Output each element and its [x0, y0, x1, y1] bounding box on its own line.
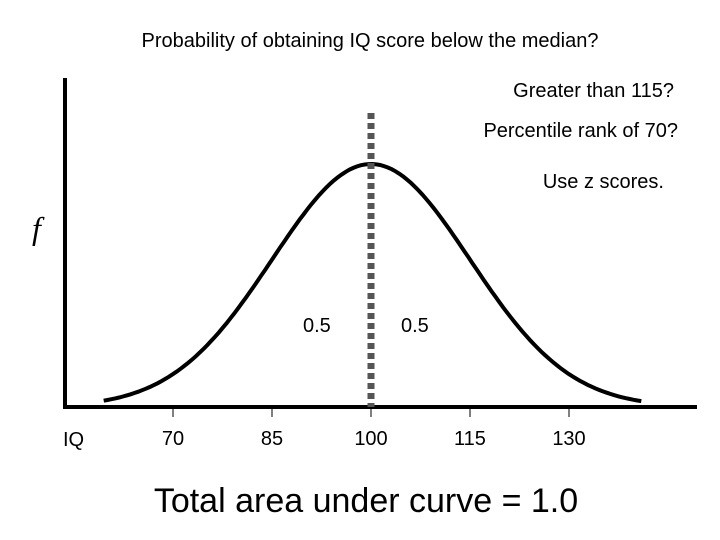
y-axis-label: f [32, 210, 41, 246]
tick-label-100: 100 [354, 428, 388, 450]
tick-label-130: 130 [552, 428, 586, 450]
area-right-label: 0.5 [401, 315, 429, 337]
tick-label-70: 70 [161, 428, 185, 450]
tick-label-115: 115 [454, 428, 486, 450]
question-percentile: Percentile rank of 70? [483, 120, 678, 142]
question-median: Probability of obtaining IQ score below … [141, 30, 599, 52]
total-area-caption: Total area under curve = 1.0 [153, 482, 579, 520]
x-axis-label: IQ [63, 429, 85, 451]
tick-label-85: 85 [260, 428, 284, 450]
question-greater-than: Greater than 115? [513, 80, 674, 102]
area-left-label: 0.5 [303, 315, 331, 337]
method-note: Use z scores. [542, 171, 664, 193]
